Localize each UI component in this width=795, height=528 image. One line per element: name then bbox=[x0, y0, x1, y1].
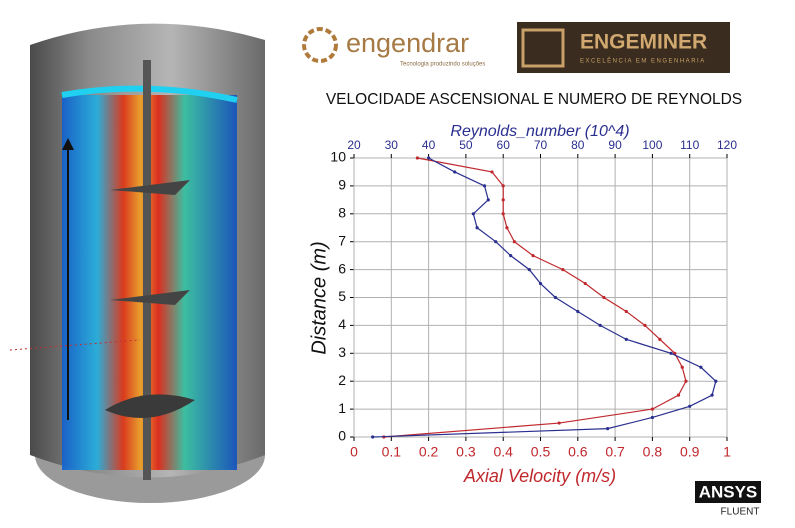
series-line bbox=[372, 157, 717, 438]
point bbox=[688, 404, 692, 408]
point bbox=[576, 309, 580, 314]
x2-tick-label: 110 bbox=[680, 138, 699, 152]
point bbox=[527, 268, 531, 272]
y-tick-label: 5 bbox=[338, 288, 346, 304]
y-tick-label: 7 bbox=[338, 232, 346, 248]
y-tick-label: 9 bbox=[338, 177, 346, 193]
point bbox=[471, 212, 475, 216]
point bbox=[680, 365, 684, 369]
point bbox=[490, 170, 494, 174]
chart-title: VELOCIDADE ASCENSIONAL E NUMERO DE REYNO… bbox=[326, 91, 742, 108]
point bbox=[509, 254, 513, 258]
x2-tick-label: 40 bbox=[422, 138, 436, 152]
cfd-render bbox=[9, 23, 265, 503]
logo-tagline: EXCELÊNCIA EM ENGENHARIA bbox=[580, 57, 706, 65]
point bbox=[606, 427, 610, 431]
point bbox=[684, 379, 688, 383]
software-name: ANSYS bbox=[699, 482, 758, 501]
ansys-logo: ANSYS FLUENT bbox=[695, 481, 761, 518]
y-tick-label: 1 bbox=[338, 400, 346, 416]
y-axis-label: Distance (m) bbox=[308, 241, 330, 354]
x2-axis-label: Reynolds_number (10^4) bbox=[450, 123, 629, 140]
point bbox=[501, 198, 505, 202]
x2-tick-label: 70 bbox=[534, 138, 548, 152]
point bbox=[475, 226, 479, 230]
y-tick-label: 10 bbox=[330, 149, 346, 165]
point bbox=[427, 156, 431, 160]
x-tick-label: 1 bbox=[723, 444, 731, 460]
x2-tick-label: 60 bbox=[497, 138, 511, 152]
x-tick-label: 0.2 bbox=[419, 444, 439, 460]
point bbox=[531, 254, 535, 258]
x-tick-label: 0.7 bbox=[605, 444, 625, 460]
point bbox=[624, 309, 628, 314]
y-tick-label: 2 bbox=[338, 372, 346, 388]
x-tick-label: 0.8 bbox=[643, 444, 663, 460]
x-tick-label: 0.4 bbox=[493, 444, 513, 460]
point bbox=[415, 156, 420, 160]
point bbox=[669, 351, 673, 355]
logo-name: ENGEMINER bbox=[580, 31, 707, 54]
x-tick-label: 0.9 bbox=[680, 444, 700, 460]
x-axis-label: Axial Velocity (m/s) bbox=[463, 466, 616, 486]
y-tick-label: 4 bbox=[338, 316, 346, 332]
point bbox=[602, 295, 606, 300]
x-tick-label: 0.5 bbox=[531, 444, 551, 460]
point bbox=[371, 435, 375, 439]
x2-tick-label: 100 bbox=[642, 138, 662, 152]
point bbox=[482, 184, 487, 188]
point bbox=[505, 226, 509, 230]
point bbox=[501, 184, 505, 188]
logo-name: engendrar bbox=[346, 28, 469, 58]
point bbox=[538, 281, 543, 286]
point bbox=[710, 393, 714, 397]
point bbox=[494, 240, 498, 244]
x-tick-label: 0.3 bbox=[456, 444, 476, 460]
point bbox=[561, 268, 565, 272]
point bbox=[453, 170, 457, 174]
x2-tick-label: 90 bbox=[608, 138, 622, 152]
point bbox=[557, 421, 561, 425]
y-tick-label: 0 bbox=[338, 428, 346, 444]
point bbox=[643, 323, 647, 327]
x2-tick-label: 120 bbox=[717, 138, 737, 152]
point bbox=[486, 198, 490, 202]
software-product: FLUENT bbox=[721, 507, 760, 518]
point bbox=[658, 337, 662, 341]
x2-tick-label: 50 bbox=[459, 138, 473, 152]
engendrar-logo: engendrar Tecnologia produzindo soluções bbox=[302, 27, 485, 68]
x-tick-label: 0 bbox=[350, 444, 358, 460]
x2-tick-label: 20 bbox=[347, 138, 361, 152]
y-tick-label: 6 bbox=[338, 260, 346, 276]
point bbox=[650, 415, 655, 420]
engeminer-logo: ENGEMINER EXCELÊNCIA EM ENGENHARIA bbox=[517, 22, 730, 73]
point bbox=[512, 240, 516, 244]
logo-tagline: Tecnologia produzindo soluções bbox=[400, 62, 485, 68]
y-tick-label: 8 bbox=[338, 205, 346, 221]
point bbox=[598, 323, 602, 327]
point bbox=[714, 379, 718, 383]
x2-tick-label: 30 bbox=[385, 138, 399, 152]
point bbox=[699, 365, 703, 369]
point bbox=[553, 295, 558, 300]
y-tick-label: 3 bbox=[338, 344, 346, 360]
x-tick-label: 0.1 bbox=[382, 444, 402, 460]
point bbox=[583, 281, 587, 286]
point bbox=[676, 393, 681, 397]
x2-tick-label: 80 bbox=[571, 138, 585, 152]
x-tick-label: 0.6 bbox=[568, 444, 588, 460]
point bbox=[624, 337, 628, 341]
point bbox=[650, 407, 655, 411]
point bbox=[501, 212, 505, 216]
